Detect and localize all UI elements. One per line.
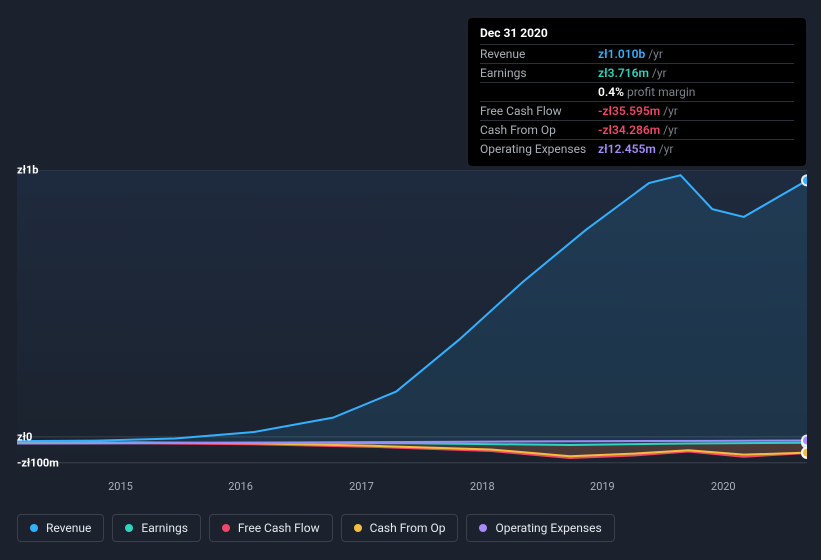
- legend-dot-icon: [479, 524, 487, 532]
- x-axis-tick-label: 2016: [228, 480, 253, 493]
- tooltip-row-value-wrap: zł12.455m/yr: [598, 142, 673, 156]
- tooltip-row-label: Operating Expenses: [480, 142, 598, 156]
- tooltip-row-label: Free Cash Flow: [480, 104, 598, 118]
- tooltip-row-value-wrap: zł1.010b/yr: [598, 47, 663, 61]
- tooltip-card: Dec 31 2020 Revenuezł1.010b/yrEarningszł…: [468, 18, 806, 166]
- tooltip-row-value: -zł35.595m: [598, 104, 660, 118]
- chart-container: zł1bzł0-zł100m 201520162017201820192020 …: [0, 0, 821, 560]
- legend-item-free-cash-flow[interactable]: Free Cash Flow: [209, 514, 333, 542]
- tooltip-row: Cash From Op-zł34.286m/yr: [480, 120, 794, 139]
- y-axis-tick-label: -zł100m: [17, 456, 31, 469]
- legend-dot-icon: [222, 524, 230, 532]
- chart-svg: [17, 170, 807, 475]
- tooltip-row-value: 0.4%: [598, 85, 624, 99]
- tooltip-row: Earningszł3.716m/yr: [480, 63, 794, 82]
- tooltip-row: 0.4%profit margin: [480, 82, 794, 101]
- tooltip-rows: Revenuezł1.010b/yrEarningszł3.716m/yr0.4…: [480, 44, 794, 158]
- x-axis-tick-label: 2018: [470, 480, 495, 493]
- tooltip-title: Dec 31 2020: [480, 26, 794, 40]
- tooltip-row-value-wrap: -zł35.595m/yr: [598, 104, 678, 118]
- tooltip-row-value: -zł34.286m: [598, 123, 660, 137]
- tooltip-row-value: zł1.010b: [598, 47, 645, 61]
- legend-item-label: Earnings: [141, 521, 188, 535]
- tooltip-row-suffix: profit margin: [627, 85, 695, 99]
- y-axis-tick-label: zł0: [17, 430, 31, 443]
- x-axis-tick-label: 2017: [349, 480, 374, 493]
- tooltip-row: Operating Expenseszł12.455m/yr: [480, 139, 794, 158]
- tooltip-row-value: zł3.716m: [598, 66, 649, 80]
- tooltip-row: Free Cash Flow-zł35.595m/yr: [480, 101, 794, 120]
- legend-item-label: Revenue: [46, 521, 91, 535]
- x-axis-tick-label: 2015: [108, 480, 133, 493]
- chart-plot-area: zł1bzł0-zł100m: [17, 170, 807, 475]
- legend-dot-icon: [354, 524, 362, 532]
- tooltip-row-suffix: /yr: [648, 47, 663, 61]
- x-axis-labels: 2015 2016 2017 2018 2019 2020: [17, 480, 807, 500]
- legend-item-operating-expenses[interactable]: Operating Expenses: [466, 514, 614, 542]
- tooltip-row: Revenuezł1.010b/yr: [480, 44, 794, 63]
- tooltip-row-suffix: /yr: [663, 123, 678, 137]
- legend-item-label: Free Cash Flow: [238, 521, 320, 535]
- legend-item-earnings[interactable]: Earnings: [112, 514, 201, 542]
- y-axis-tick-label: zł1b: [17, 164, 31, 177]
- legend-item-revenue[interactable]: Revenue: [17, 514, 104, 542]
- tooltip-row-suffix: /yr: [659, 142, 674, 156]
- tooltip-row-suffix: /yr: [663, 104, 678, 118]
- x-axis-tick-label: 2019: [590, 480, 615, 493]
- x-axis-tick-label: 2020: [711, 480, 736, 493]
- legend-dot-icon: [125, 524, 133, 532]
- legend-dot-icon: [30, 524, 38, 532]
- tooltip-row-label: Earnings: [480, 66, 598, 80]
- legend-item-label: Cash From Op: [370, 521, 446, 535]
- tooltip-row-value-wrap: zł3.716m/yr: [598, 66, 667, 80]
- legend-item-label: Operating Expenses: [495, 521, 601, 535]
- tooltip-row-value-wrap: -zł34.286m/yr: [598, 123, 678, 137]
- tooltip-row-suffix: /yr: [652, 66, 667, 80]
- tooltip-row-label: [480, 85, 598, 99]
- tooltip-row-label: Revenue: [480, 47, 598, 61]
- tooltip-row-label: Cash From Op: [480, 123, 598, 137]
- legend: Revenue Earnings Free Cash Flow Cash From O…: [17, 514, 615, 542]
- tooltip-row-value: zł12.455m: [598, 142, 656, 156]
- tooltip-row-value-wrap: 0.4%profit margin: [598, 85, 695, 99]
- legend-item-cash-from-op[interactable]: Cash From Op: [341, 514, 459, 542]
